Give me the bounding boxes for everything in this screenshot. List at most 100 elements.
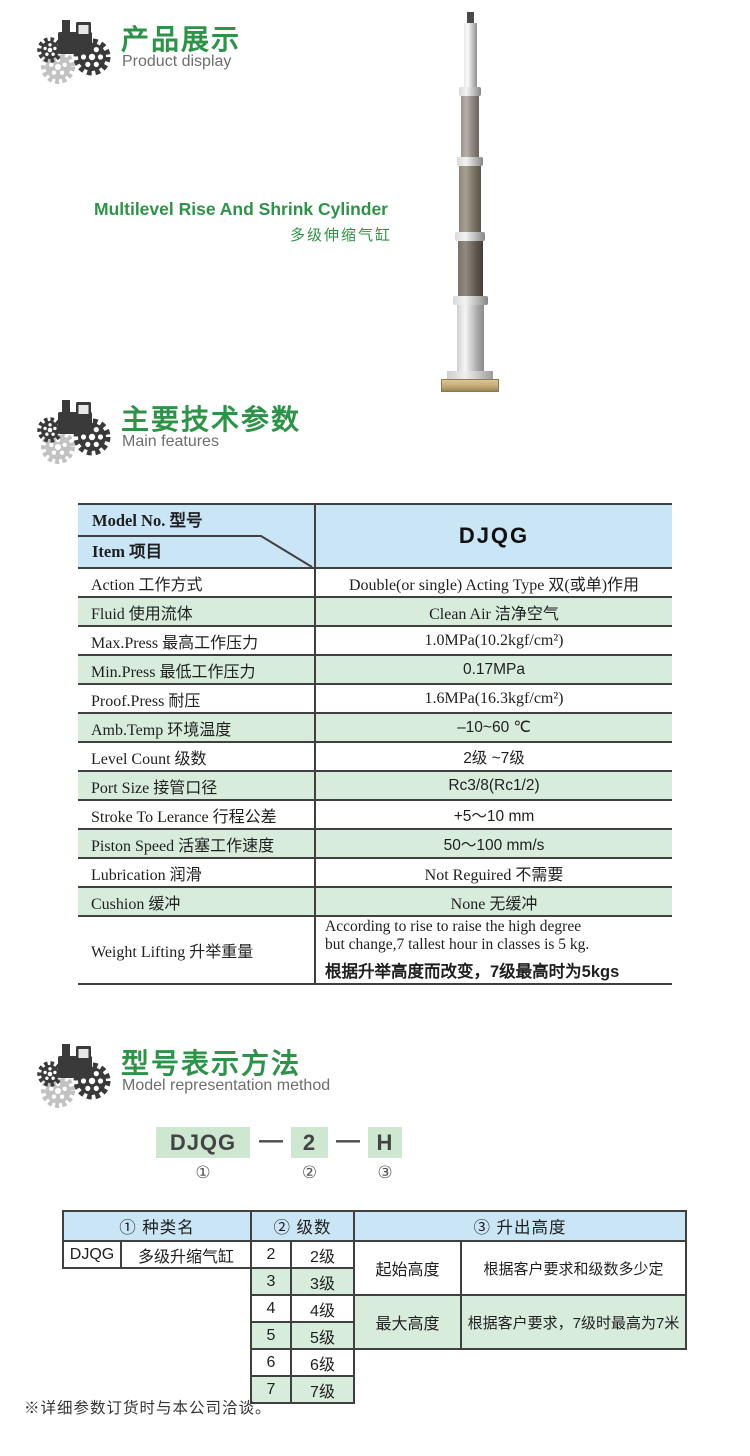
type-name-cell: 多级升缩气缸: [120, 1240, 252, 1269]
spec-header-item-cell: Model No. 型号 Item 项目: [78, 503, 316, 568]
spec-value: None 无缓冲: [315, 886, 672, 916]
level-num-cell: 2: [250, 1240, 292, 1269]
spec-row: Piston Speed 活塞工作速度 50～100 mm/s: [78, 828, 672, 858]
empty-cell: [63, 1268, 251, 1295]
spec-label: Level Count 级数: [78, 741, 316, 771]
spec-value: Not Reguired 不需要: [315, 857, 672, 887]
level-num-cell: 3: [250, 1267, 292, 1296]
cylinder-stage-4: [461, 96, 479, 157]
spec-label: Lubrication 润滑: [78, 857, 316, 887]
section-header-model-method: 型号表示方法 Model representation method: [33, 1040, 453, 1116]
model-table-header-row: ① 种类名 ② 级数 ③ 升出高度: [62, 1210, 687, 1242]
spec-label: Min.Press 最低工作压力: [78, 654, 316, 684]
spec-value: Rc3/8(Rc1/2): [315, 770, 672, 800]
spec-label: Max.Press 最高工作压力: [78, 625, 316, 655]
spec-row-weight-lifting: Weight Lifting 升举重量 According to rise to…: [78, 915, 672, 985]
spec-value: 1.0MPa(10.2kgf/cm²): [315, 625, 672, 655]
spec-value: 2级 ~7级: [315, 741, 672, 771]
product-name-block: Multilevel Rise And Shrink Cylinder 多级伸缩…: [94, 199, 392, 245]
spec-header-row: Model No. 型号 Item 项目 DJQG: [78, 503, 672, 568]
spec-row: Lubrication 润滑 Not Reguired 不需要: [78, 857, 672, 887]
spec-row: Level Count 级数 2级 ~7级: [78, 741, 672, 771]
level-num-cell: 5: [250, 1321, 292, 1350]
section-title-zh: 型号表示方法: [121, 1048, 302, 1079]
spec-label: Fluid 使用流体: [78, 596, 316, 626]
model-table-header-height: ③ 升出高度: [353, 1210, 687, 1242]
model-table-header-type: ① 种类名: [62, 1210, 252, 1242]
model-code-level: 2: [291, 1127, 328, 1158]
spec-label: Weight Lifting 升举重量: [78, 915, 316, 985]
spec-value: Clean Air 洁净空气: [315, 596, 672, 626]
spec-value: 50～100 mm/s: [315, 828, 672, 858]
level-name-cell: 3级: [290, 1267, 355, 1296]
spec-label: Action 工作方式: [78, 567, 316, 597]
weight-value-line2: but change,7 tallest hour in classes is …: [325, 936, 590, 953]
level-name-cell: 5级: [290, 1321, 355, 1350]
cylinder-stage-1: [456, 305, 484, 371]
cylinder-tip: [466, 12, 474, 23]
model-code-series: DJQG: [156, 1127, 250, 1158]
cylinder-base-plate: [441, 379, 499, 392]
model-table: ① 种类名 ② 级数 ③ 升出高度 DJQG 多级升缩气缸 2 2级 起始高度 …: [62, 1210, 687, 1404]
spec-row: Proof.Press 耐压 1.6MPa(16.3kgf/cm²): [78, 683, 672, 713]
spec-label: Amb.Temp 环境温度: [78, 712, 316, 742]
spec-row: Action 工作方式 Double(or single) Acting Typ…: [78, 567, 672, 597]
spec-row: Stroke To Lerance 行程公差 +5～10 mm: [78, 799, 672, 829]
tractor-gears-icon: [33, 396, 117, 468]
model-code-marker-2: ②: [301, 1163, 318, 1182]
spec-row: Fluid 使用流体 Clean Air 洁净空气: [78, 596, 672, 626]
spec-value: 0.17MPa: [315, 654, 672, 684]
start-height-desc-cell: 根据客户要求和级数多少定: [460, 1240, 687, 1296]
model-table-row: 4 4级 最大高度 根据客户要求，7级时最高为7米: [63, 1294, 687, 1350]
model-table-row: DJQG 多级升缩气缸 2 2级 起始高度 根据客户要求和级数多少定: [62, 1240, 687, 1296]
spec-label: Piston Speed 活塞工作速度: [78, 828, 316, 858]
model-table-row: 7 7级: [63, 1375, 686, 1404]
tractor-gears-icon: [33, 1040, 117, 1112]
spec-label: Port Size 接管口径: [78, 770, 316, 800]
empty-cell: [63, 1349, 251, 1376]
footnote: ※详细参数订货时与本公司洽谈。: [24, 1400, 272, 1417]
model-table-row: 5 5级: [63, 1321, 686, 1350]
cylinder-collar: [459, 87, 481, 96]
spec-label: Cushion 缓冲: [78, 886, 316, 916]
section-title-en: Product display: [122, 53, 232, 70]
section-title-zh: 主要技术参数: [121, 404, 302, 435]
product-name-en: Multilevel Rise And Shrink Cylinder: [94, 199, 388, 219]
spec-value: 1.6MPa(16.3kgf/cm²): [315, 683, 672, 713]
spec-label: Stroke To Lerance 行程公差: [78, 799, 316, 829]
level-num-cell: 6: [250, 1348, 292, 1377]
spec-row: Cushion 缓冲 None 无缓冲: [78, 886, 672, 916]
spec-row: Min.Press 最低工作压力 0.17MPa: [78, 654, 672, 684]
cylinder-collar: [455, 232, 485, 241]
spec-row: Max.Press 最高工作压力 1.0MPa(10.2kgf/cm²): [78, 625, 672, 655]
spec-header-item: Item 项目: [92, 542, 163, 561]
weight-value-line-zh: 根据升举高度而改变，7级最高时为5kgs: [325, 962, 620, 981]
spec-value: +5～10 mm: [315, 799, 672, 829]
spec-value: –10~60 ℃: [315, 712, 672, 742]
spec-header-model-value: DJQG: [315, 503, 672, 568]
model-code-dash: —: [336, 1127, 360, 1154]
type-code-cell: DJQG: [62, 1240, 122, 1269]
max-height-label-cell: 最大高度: [353, 1294, 462, 1350]
cylinder-flange: [447, 371, 493, 379]
tractor-gears-icon: [33, 16, 117, 88]
empty-cell: [63, 1322, 251, 1349]
model-code-marker-1: ①: [195, 1163, 211, 1182]
product-name-zh: 多级伸缩气缸: [289, 227, 392, 244]
level-num-cell: 4: [250, 1294, 292, 1323]
spec-header-model-no: Model No. 型号: [92, 511, 203, 530]
max-height-desc-cell: 根据客户要求，7级时最高为7米: [460, 1294, 687, 1350]
spec-row: Port Size 接管口径 Rc3/8(Rc1/2): [78, 770, 672, 800]
spec-label: Proof.Press 耐压: [78, 683, 316, 713]
cylinder-collar: [457, 157, 483, 166]
model-table-row: 6 6级: [63, 1348, 686, 1377]
model-table-row: 3 3级: [63, 1267, 686, 1296]
model-code-dash: —: [259, 1127, 283, 1154]
level-name-cell: 7级: [290, 1375, 355, 1404]
cylinder-stage-3: [459, 166, 481, 232]
spec-row: Amb.Temp 环境温度 –10~60 ℃: [78, 712, 672, 742]
section-header-product-display: 产品展示 Product display: [33, 16, 453, 92]
level-name-cell: 4级: [290, 1294, 355, 1323]
level-name-cell: 6级: [290, 1348, 355, 1377]
